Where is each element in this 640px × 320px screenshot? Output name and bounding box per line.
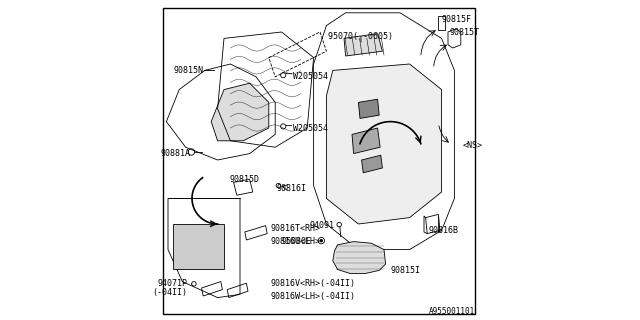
Text: 90816T<RH>: 90816T<RH> [270,224,321,233]
Text: 90816B: 90816B [429,226,459,235]
Text: 94071P: 94071P [157,279,187,288]
Bar [438,16,445,30]
Polygon shape [358,99,380,118]
Text: 90815N: 90815N [173,66,204,75]
Bar [173,224,224,269]
Text: 90816V<RH>(-04II): 90816V<RH>(-04II) [270,279,355,288]
Text: 90816U<LH>: 90816U<LH> [270,237,321,246]
Text: 95080E: 95080E [282,237,312,246]
Text: 90815F: 90815F [442,15,472,24]
Text: A955001101: A955001101 [429,308,475,316]
Polygon shape [362,155,383,173]
Text: 94091: 94091 [309,221,334,230]
Text: 90881A: 90881A [161,149,191,158]
Text: W205054: W205054 [292,72,328,81]
Text: 90815I: 90815I [390,266,420,275]
Polygon shape [333,242,385,274]
Polygon shape [352,128,380,154]
Text: <NS>: <NS> [462,141,483,150]
Text: (-04II): (-04II) [152,288,187,297]
Polygon shape [344,34,383,56]
Circle shape [320,239,323,242]
Text: 95070( -0605): 95070( -0605) [328,32,392,41]
Text: 90816W<LH>(-04II): 90816W<LH>(-04II) [270,292,355,300]
Text: 90815D: 90815D [230,175,260,184]
Polygon shape [326,64,442,224]
Text: 90815T: 90815T [450,28,479,36]
Text: W205054: W205054 [292,124,328,132]
Text: 90816I: 90816I [277,184,307,193]
Polygon shape [211,83,269,141]
